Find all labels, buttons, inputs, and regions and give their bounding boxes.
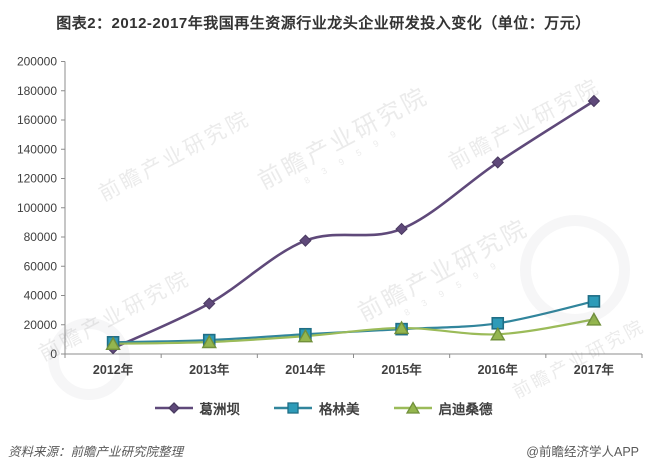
y-tick-label: 200000 [17, 55, 57, 69]
diamond-marker [203, 297, 216, 310]
series-line-格林美 [111, 300, 596, 344]
legend-label: 格林美 [319, 402, 360, 417]
triangle-marker [490, 326, 506, 341]
triangle-marker [586, 312, 602, 326]
diamond-marker [395, 222, 408, 236]
y-tick-label: 60000 [24, 259, 58, 273]
source-note: 资料来源：前瞻产业研究院整理 [8, 445, 184, 459]
y-tick-label: 160000 [17, 113, 57, 127]
chart-footer: 资料来源：前瞻产业研究院整理 @前瞻经济学人APP [0, 441, 647, 460]
diamond-legend-icon [154, 401, 193, 415]
legend-label: 启迪桑德 [438, 402, 493, 417]
legend-item-葛洲坝: 葛洲坝 [154, 398, 241, 418]
square-marker [587, 295, 601, 308]
chart-title: 图表2：2012-2017年我国再生资源行业龙头企业研发投入变化（单位：万元） [56, 15, 591, 32]
legend-item-格林美: 格林美 [274, 398, 360, 418]
y-tick-label: 100000 [17, 201, 57, 215]
chart-legend: 葛洲坝 格林美 启迪桑德 [0, 398, 647, 418]
triangle-marker [393, 320, 410, 335]
y-tick-label: 0 [50, 347, 57, 361]
x-tick-label: 2013年 [189, 362, 230, 377]
legend-label: 葛洲坝 [199, 402, 241, 417]
legend-item-启迪桑德: 启迪桑德 [393, 398, 493, 418]
x-tick-label: 2015年 [381, 362, 422, 377]
series-line-葛洲坝 [111, 99, 596, 350]
triangle-legend-icon [393, 401, 432, 415]
diamond-marker [299, 234, 312, 247]
triangle-marker [201, 334, 217, 349]
y-tick-label: 180000 [17, 84, 57, 98]
x-tick-label: 2017年 [574, 362, 615, 377]
triangle-marker [297, 328, 314, 343]
series-line-启迪桑德 [111, 318, 596, 345]
y-tick-label: 140000 [17, 142, 57, 156]
y-tick-label: 40000 [24, 289, 58, 303]
diamond-marker [491, 156, 504, 169]
y-tick-label: 120000 [17, 172, 57, 186]
diamond-marker [587, 94, 601, 108]
square-legend-icon [274, 401, 312, 415]
x-tick-label: 2014年 [285, 362, 326, 377]
y-tick-label: 20000 [24, 318, 58, 332]
credit-note: @前瞻经济学人APP [526, 445, 639, 459]
x-tick-label: 2012年 [93, 362, 134, 377]
y-tick-label: 80000 [24, 230, 58, 244]
x-tick-label: 2016年 [478, 362, 519, 377]
triangle-marker [105, 336, 121, 350]
